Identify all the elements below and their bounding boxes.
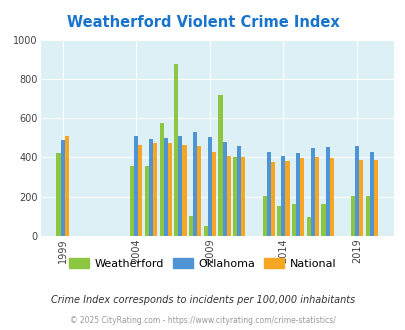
Bar: [153, 143, 157, 236]
Legend: Weatherford, Oklahoma, National: Weatherford, Oklahoma, National: [65, 254, 340, 273]
Text: Weatherford Violent Crime Index: Weatherford Violent Crime Index: [66, 15, 339, 30]
Bar: [285, 161, 289, 236]
Bar: [134, 136, 138, 236]
Bar: [262, 196, 266, 236]
Bar: [60, 140, 64, 236]
Bar: [314, 157, 318, 236]
Bar: [364, 196, 369, 236]
Bar: [149, 139, 153, 236]
Bar: [369, 151, 373, 236]
Bar: [310, 148, 314, 236]
Bar: [56, 153, 60, 236]
Text: © 2025 CityRating.com - https://www.cityrating.com/crime-statistics/: © 2025 CityRating.com - https://www.city…: [70, 316, 335, 325]
Bar: [358, 160, 362, 236]
Bar: [145, 166, 149, 236]
Bar: [226, 156, 230, 236]
Text: Crime Index corresponds to incidents per 100,000 inhabitants: Crime Index corresponds to incidents per…: [51, 295, 354, 305]
Bar: [182, 145, 186, 236]
Bar: [64, 136, 69, 236]
Bar: [232, 157, 237, 236]
Bar: [193, 132, 197, 236]
Bar: [218, 95, 222, 236]
Bar: [277, 206, 281, 236]
Bar: [178, 136, 182, 236]
Bar: [130, 166, 134, 236]
Bar: [373, 160, 377, 236]
Bar: [211, 151, 215, 236]
Bar: [329, 158, 333, 236]
Bar: [266, 151, 270, 236]
Bar: [222, 142, 226, 236]
Bar: [299, 158, 304, 236]
Bar: [159, 123, 163, 236]
Bar: [197, 146, 201, 236]
Bar: [270, 162, 274, 236]
Bar: [207, 137, 211, 236]
Bar: [163, 138, 167, 236]
Bar: [350, 196, 354, 236]
Bar: [241, 157, 245, 236]
Bar: [203, 226, 207, 236]
Bar: [237, 146, 241, 236]
Bar: [174, 64, 178, 236]
Bar: [291, 204, 295, 236]
Bar: [306, 217, 310, 236]
Bar: [325, 147, 329, 236]
Bar: [321, 204, 325, 236]
Bar: [138, 145, 142, 236]
Bar: [167, 143, 171, 236]
Bar: [295, 152, 299, 236]
Bar: [354, 146, 358, 236]
Bar: [188, 216, 193, 236]
Bar: [281, 156, 285, 236]
